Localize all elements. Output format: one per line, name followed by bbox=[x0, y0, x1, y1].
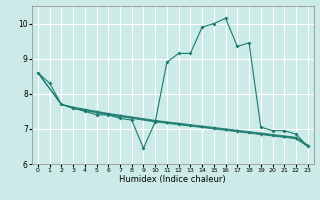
X-axis label: Humidex (Indice chaleur): Humidex (Indice chaleur) bbox=[119, 175, 226, 184]
